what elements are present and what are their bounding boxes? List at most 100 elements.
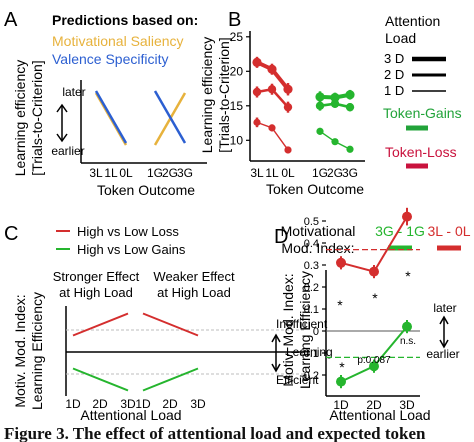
annot-star-gains-1d: * <box>339 359 345 375</box>
panel-a-ylabel-line1: Learning efficiency <box>12 60 28 176</box>
panel-c-letter: C <box>4 223 18 245</box>
panel-d-xticks: 1D 2D 3D <box>333 398 415 412</box>
panel-d-plot <box>326 207 420 389</box>
panel-b-xtick-1g: 1G <box>312 166 328 180</box>
panel-b-ytick-25: 25 <box>230 30 244 44</box>
panel-c-tick-3d-1: 3D <box>120 397 136 411</box>
panel-c-xlabel: Attentional Load <box>80 407 181 423</box>
legend-load-3d: 3 D <box>384 51 404 66</box>
panel-c-tick-2d-2: 2D <box>162 397 178 411</box>
valence-specificity-segment-1 <box>94 90 128 144</box>
token-loss-1-d-point-3l <box>253 118 261 126</box>
legend-token-gains: Token-Gains <box>383 105 462 121</box>
stronger-effect-line2: at High Load <box>59 285 133 300</box>
panel-a-tick-3g: 3G <box>177 166 193 180</box>
inefficient-label: Inefficient <box>276 317 328 331</box>
panel-d-ytick-0-1: -0.1 <box>300 348 319 360</box>
panel-b: B Learning efficiency [Trials-to-Criteri… <box>199 9 462 197</box>
panel-b-xtick-3l: 3L <box>250 166 264 180</box>
3l-0l-point-1d <box>336 257 346 268</box>
panel-a-later-label: later <box>62 85 85 99</box>
attention-legend-title-2: Load <box>385 30 416 46</box>
token-gains-1-d-point-2g <box>331 138 339 146</box>
token-loss-1-d-point-0l <box>284 146 292 154</box>
legend-load-1d: 1 D <box>384 83 404 98</box>
panel-b-xtick-0l: 0L <box>281 166 295 180</box>
panel-b-axes <box>249 31 365 162</box>
panel-d-xtick-1d: 1D <box>333 398 349 412</box>
token-gains-3-d-point-2g <box>330 92 340 103</box>
legend-motivational-saliency: Motivational Saliency <box>52 33 184 49</box>
figure-caption: Figure 3. The effect of attentional load… <box>0 423 474 442</box>
panel-d-yticks: -0.2 -0.1 0 0.1 0.2 0.3 0.4 0.5 <box>300 216 326 382</box>
high-vs-low-gains-line-weaker <box>142 367 199 392</box>
weaker-effect-line1: Weaker Effect <box>153 269 235 284</box>
panel-c-double-arrow <box>271 333 281 373</box>
annot-star-loss-2d: * <box>372 290 378 306</box>
panel-b-ytick-10: 10 <box>230 133 244 147</box>
panel-d: D Motivational Mod. Index: 3G - 1G 3L - … <box>274 207 471 423</box>
panel-c-ylabel-line1: Motiv. Mod. Index: <box>12 294 28 407</box>
panel-c-plot <box>72 312 199 392</box>
annot-star-loss-3d: * <box>405 268 411 284</box>
panel-a-tick-1g: 1G <box>147 166 163 180</box>
panel-b-xlabel: Token Outcome <box>266 181 364 197</box>
panel-a-double-arrow <box>56 103 68 143</box>
token-gains-2-d-point-2g <box>330 99 340 108</box>
panel-b-plot <box>252 56 355 154</box>
panel-d-double-arrow <box>439 315 449 349</box>
panel-c-tick-1d-1: 1D <box>65 397 81 411</box>
panel-d-xlabel: Attentional Load <box>329 407 430 423</box>
attention-legend-title-1: Attention <box>385 13 440 29</box>
panel-b-xtick-1l: 1L <box>265 166 279 180</box>
legend-3l-0l: 3L - 0L <box>427 223 470 239</box>
panel-a: A Predictions based on: Motivational Sal… <box>4 9 207 198</box>
learning-label: Learning <box>286 345 333 359</box>
panel-d-ytick-0: 0 <box>313 326 319 338</box>
stronger-effect-line1: Stronger Effect <box>53 269 140 284</box>
panel-d-ytick-0-2: -0.2 <box>300 370 319 382</box>
panel-b-ylabel-line2: [Trials-to-Criterion] <box>216 37 232 152</box>
panel-d-ylabel-line1: Motiv. Mod. Index: <box>280 273 296 386</box>
panel-c-axes <box>65 306 305 396</box>
token-loss-2-d-point-3l <box>252 87 262 97</box>
panel-d-legend-title-1: Motivational <box>281 223 356 239</box>
3g-1g-point-3d <box>402 321 412 332</box>
annot-p-gains-2d: p:0.087 <box>357 355 391 366</box>
token-gains-2-d-point-1g <box>315 101 325 111</box>
panel-d-ytick-0-4: 0.4 <box>304 238 319 250</box>
legend-valence-specificity: Valence Specificity <box>52 51 168 67</box>
panel-a-plot <box>94 90 187 146</box>
high-vs-low-loss-line-stronger <box>72 312 129 337</box>
legend-load-2d: 2 D <box>384 67 404 82</box>
panel-d-ytick-0-1: 0.1 <box>304 304 319 316</box>
token-gains-2-d-point-3g <box>345 102 355 112</box>
token-loss-1-d-point-1l <box>268 124 276 132</box>
weaker-effect-line2: at High Load <box>157 285 231 300</box>
panel-a-axes <box>80 80 207 164</box>
annot-ns-gains-3d: n.s. <box>400 336 416 347</box>
legend-high-low-loss: High vs Low Loss <box>77 224 179 239</box>
panel-b-xtick-3g: 3G <box>342 166 358 180</box>
panel-d-earlier-label: earlier <box>426 347 459 361</box>
panel-a-ylabel-line2: [Trials-to-Criterion] <box>29 60 45 175</box>
panel-a-legend-title: Predictions based on: <box>52 12 198 28</box>
panel-d-xtick-3d: 3D <box>399 398 415 412</box>
panel-d-ylabel-line2: Learning Efficiency <box>297 271 313 389</box>
panel-d-ytick-0-2: 0.2 <box>304 282 319 294</box>
panel-a-xlabel: Token Outcome <box>97 182 195 198</box>
3g-1g-point-1d <box>336 376 346 387</box>
panel-b-ylabel-line1: Learning efficiency <box>199 37 215 153</box>
legend-high-low-gains: High vs Low Gains <box>77 242 186 257</box>
panel-c-tick-2d-1: 2D <box>92 397 108 411</box>
annot-star-loss-1d: * <box>337 297 343 313</box>
panel-b-letter: B <box>228 9 241 31</box>
panel-c-tick-1d-2: 1D <box>135 397 151 411</box>
panel-d-legend-title-2: Mod. Index: <box>281 240 354 256</box>
token-loss-2-d-point-0l <box>283 102 293 112</box>
token-loss-2-d-point-1l <box>267 85 277 94</box>
panel-c: C High vs Low Loss High vs Low Gains Str… <box>4 223 333 423</box>
panel-a-tick-0l: 0L <box>119 166 133 180</box>
